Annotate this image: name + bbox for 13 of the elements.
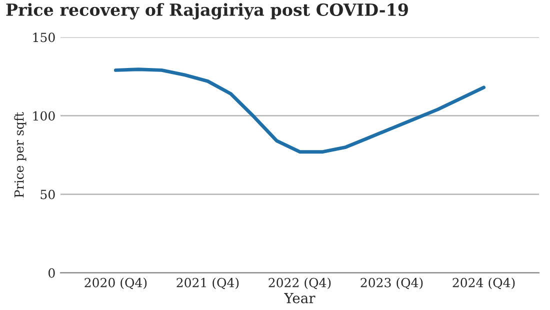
x-tick-label: 2022 (Q4) <box>268 278 331 290</box>
y-tick-label: 150 <box>33 32 55 42</box>
line-series <box>114 68 486 154</box>
y-axis-title: Price per sqft <box>14 112 26 198</box>
y-tick-label: 0 <box>48 268 55 278</box>
x-tick-label: 2024 (Q4) <box>452 278 515 290</box>
x-tick-label: 2020 (Q4) <box>84 278 147 290</box>
x-tick-label: 2023 (Q4) <box>360 278 423 290</box>
chart-title: Price recovery of Rajagiriya post COVID-19 <box>6 3 408 20</box>
y-tick-label: 50 <box>40 190 55 200</box>
y-tick-label: 100 <box>33 111 55 121</box>
x-axis-title: Year <box>284 292 316 304</box>
x-tick-label: 2021 (Q4) <box>176 278 239 290</box>
